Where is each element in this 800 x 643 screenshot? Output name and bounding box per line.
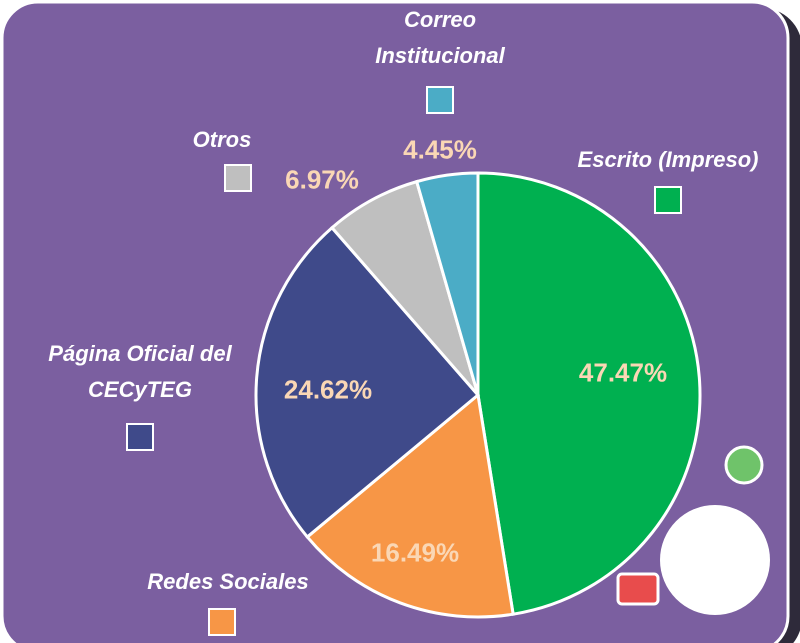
category-label: Correo Institucional xyxy=(375,7,505,68)
category-label: Redes Sociales xyxy=(147,569,309,594)
pie-slice xyxy=(254,225,481,540)
chat-icon xyxy=(724,445,764,485)
pie-slice xyxy=(476,171,702,616)
value-label: 4.45% xyxy=(403,134,477,165)
chat-icon xyxy=(616,572,660,606)
value-label: 6.97% xyxy=(285,164,359,195)
pie-slice xyxy=(414,171,480,396)
legend-swatch xyxy=(654,186,682,214)
category-label: Escrito (Impreso) xyxy=(577,147,759,172)
legend-swatch xyxy=(426,86,454,114)
legend-swatch xyxy=(208,608,236,636)
category-label: Otros xyxy=(192,127,252,152)
value-label: 24.62% xyxy=(283,374,373,405)
legend-swatch xyxy=(224,164,252,192)
value-label: 47.47% xyxy=(578,357,668,388)
category-label: Página Oficial del CECyTEG xyxy=(48,341,232,402)
megaphone-icon xyxy=(660,505,770,615)
pie-slice xyxy=(305,392,515,619)
pie xyxy=(254,171,702,619)
value-label: 16.49% xyxy=(370,537,460,568)
legend-swatch xyxy=(126,423,154,451)
